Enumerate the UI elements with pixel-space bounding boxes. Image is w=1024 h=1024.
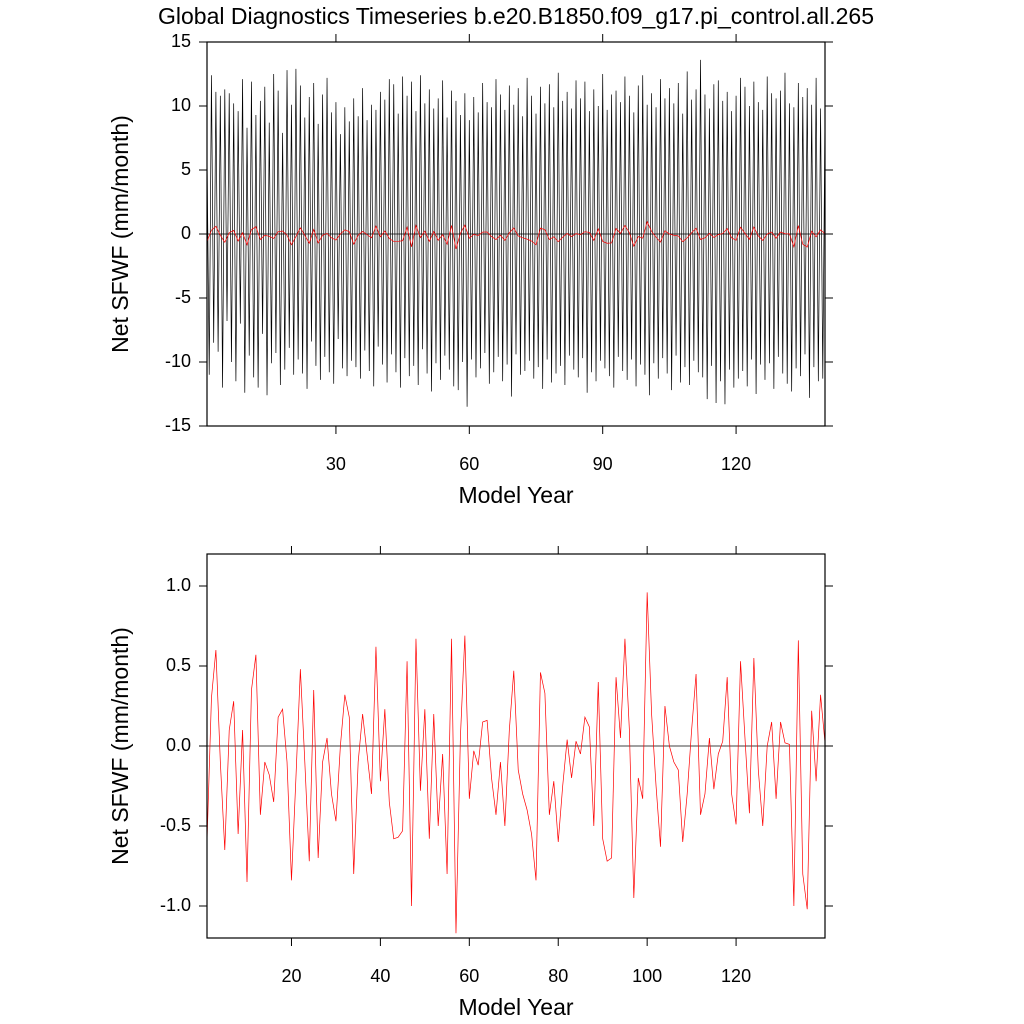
x-tick-label: 100: [632, 966, 662, 986]
y-axis-label: Net SFWF (mm/month): [107, 627, 133, 865]
y-tick-label: 0: [181, 223, 191, 243]
x-tick-label: 120: [721, 454, 751, 474]
y-tick-label: 10: [171, 95, 191, 115]
x-axis-label: Model Year: [458, 994, 573, 1020]
data-line: [206, 59, 826, 407]
data-line: [206, 592, 826, 934]
x-tick-label: 60: [459, 966, 479, 986]
y-tick-label: -5: [175, 287, 191, 307]
chart-title: Global Diagnostics Timeseries b.e20.B185…: [158, 3, 874, 29]
x-tick-label: 80: [548, 966, 568, 986]
y-tick-label: 0.5: [166, 655, 191, 675]
y-tick-label: 5: [181, 159, 191, 179]
x-tick-label: 20: [281, 966, 301, 986]
y-tick-label: -15: [165, 415, 191, 435]
y-tick-label: -0.5: [160, 815, 191, 835]
x-tick-label: 60: [459, 454, 479, 474]
x-tick-label: 90: [593, 454, 613, 474]
x-tick-label: 120: [721, 966, 751, 986]
y-tick-label: -1.0: [160, 895, 191, 915]
y-axis-label: Net SFWF (mm/month): [107, 115, 133, 353]
y-tick-label: 15: [171, 31, 191, 51]
data-line: [206, 220, 826, 250]
x-tick-label: 40: [370, 966, 390, 986]
y-tick-label: 1.0: [166, 575, 191, 595]
x-tick-label: 30: [326, 454, 346, 474]
y-tick-label: -10: [165, 351, 191, 371]
y-tick-label: 0.0: [166, 735, 191, 755]
x-axis-label: Model Year: [458, 482, 573, 508]
